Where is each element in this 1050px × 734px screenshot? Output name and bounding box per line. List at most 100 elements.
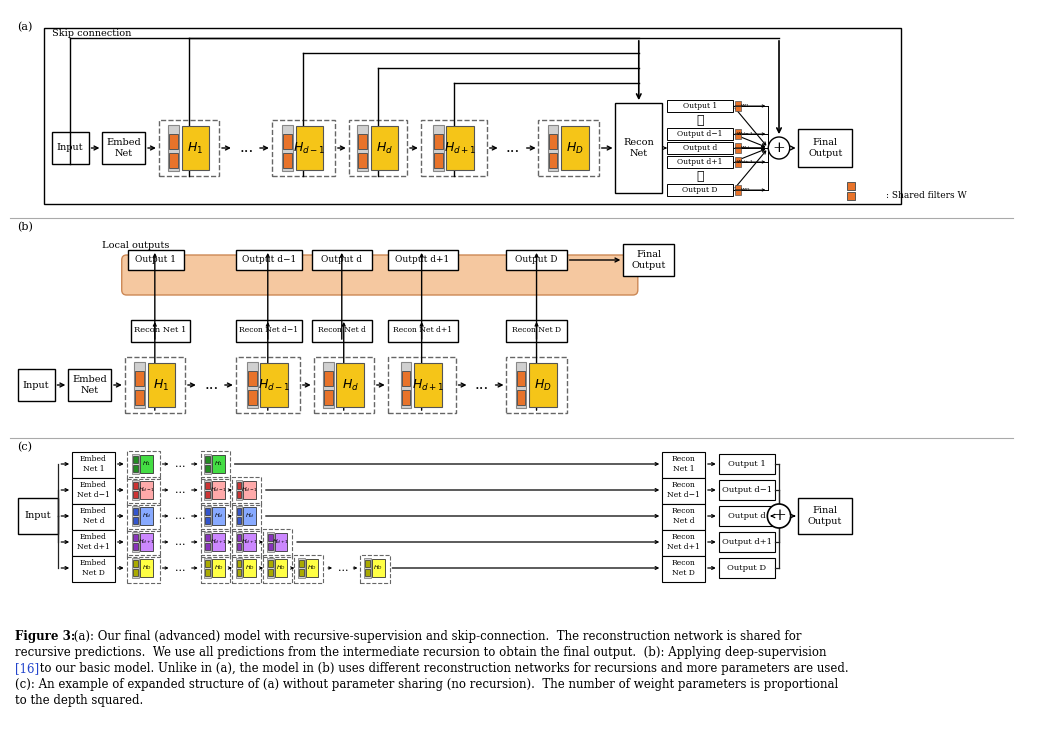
- Bar: [205, 506, 211, 526]
- Text: $H_{d−1}$: $H_{d−1}$: [210, 486, 227, 495]
- Bar: [72, 504, 114, 530]
- Bar: [236, 560, 242, 567]
- Bar: [517, 371, 525, 386]
- Bar: [387, 357, 456, 413]
- Bar: [718, 532, 775, 552]
- Bar: [735, 143, 741, 148]
- Bar: [735, 129, 741, 134]
- Bar: [847, 192, 855, 200]
- Bar: [132, 480, 140, 500]
- Bar: [268, 534, 273, 541]
- Bar: [18, 369, 55, 401]
- Bar: [434, 153, 442, 168]
- Bar: [549, 134, 558, 149]
- Text: Recon
Net: Recon Net: [624, 138, 654, 158]
- Bar: [312, 250, 372, 270]
- Bar: [387, 250, 458, 270]
- Bar: [735, 162, 741, 167]
- Bar: [232, 555, 261, 583]
- Text: Output 1: Output 1: [135, 255, 176, 264]
- Bar: [134, 390, 144, 405]
- Bar: [127, 529, 160, 557]
- Text: $H_{D}$: $H_{D}$: [276, 564, 286, 573]
- Bar: [169, 134, 177, 149]
- Text: (c): (c): [18, 442, 33, 452]
- Text: Input: Input: [57, 144, 83, 153]
- Bar: [663, 478, 705, 504]
- Text: Output D: Output D: [682, 186, 718, 194]
- Bar: [663, 504, 705, 530]
- Bar: [212, 455, 225, 473]
- Bar: [446, 126, 474, 170]
- Bar: [141, 481, 153, 499]
- Bar: [235, 250, 301, 270]
- Bar: [365, 560, 370, 567]
- Text: $w_{d-1}$: $w_{d-1}$: [736, 130, 754, 138]
- Bar: [667, 156, 733, 168]
- Bar: [133, 534, 139, 541]
- Text: Recon
Net d+1: Recon Net d+1: [667, 534, 700, 550]
- Text: ...: ...: [175, 485, 186, 495]
- Bar: [102, 132, 145, 164]
- Bar: [235, 506, 243, 526]
- Text: Embed
Net 1: Embed Net 1: [80, 455, 107, 473]
- Bar: [205, 532, 211, 552]
- Bar: [169, 153, 177, 168]
- Text: $H_{D}$: $H_{D}$: [374, 564, 383, 573]
- Text: Output d+1: Output d+1: [396, 255, 449, 264]
- Text: $H_{D}$: $H_{D}$: [308, 564, 317, 573]
- Bar: [268, 560, 273, 567]
- Bar: [667, 142, 733, 154]
- Bar: [282, 153, 292, 168]
- Bar: [275, 533, 288, 551]
- Text: Output 1: Output 1: [728, 460, 765, 468]
- Bar: [615, 103, 663, 193]
- Bar: [212, 559, 225, 577]
- Bar: [44, 28, 901, 204]
- Bar: [371, 126, 398, 170]
- Bar: [232, 503, 261, 531]
- Bar: [358, 153, 366, 168]
- Bar: [267, 532, 274, 552]
- Bar: [548, 125, 559, 171]
- Text: Recon Net d: Recon Net d: [318, 326, 365, 334]
- Text: Embed
Net D: Embed Net D: [80, 559, 107, 577]
- Bar: [235, 480, 243, 500]
- Bar: [506, 320, 567, 342]
- Bar: [141, 533, 153, 551]
- Text: $H_{D}$: $H_{D}$: [245, 564, 255, 573]
- Bar: [299, 569, 303, 576]
- Bar: [127, 477, 160, 505]
- Bar: [236, 569, 242, 576]
- Bar: [206, 508, 210, 515]
- Bar: [735, 134, 741, 139]
- Text: $w_d$: $w_d$: [740, 144, 750, 152]
- Text: Output d−1: Output d−1: [721, 486, 772, 494]
- Bar: [718, 506, 775, 526]
- Bar: [235, 320, 301, 342]
- Bar: [294, 555, 323, 583]
- Bar: [206, 482, 210, 489]
- Text: ...: ...: [175, 511, 186, 521]
- Bar: [127, 503, 160, 531]
- Bar: [182, 126, 209, 170]
- Text: $H_{d+1}$: $H_{d+1}$: [210, 537, 227, 546]
- Text: (a): Our final (advanced) model with recursive-supervision and skip-connection. : (a): Our final (advanced) model with rec…: [70, 630, 801, 643]
- Bar: [236, 482, 242, 489]
- Bar: [206, 560, 210, 567]
- Text: $H_{d}$: $H_{d}$: [142, 512, 151, 520]
- Bar: [244, 507, 256, 525]
- Text: ...: ...: [337, 563, 348, 573]
- Bar: [295, 126, 322, 170]
- Bar: [549, 153, 558, 168]
- Bar: [244, 481, 256, 499]
- Bar: [349, 120, 407, 176]
- Text: $H_{1}$: $H_{1}$: [153, 377, 169, 393]
- Bar: [358, 134, 366, 149]
- Bar: [364, 558, 371, 578]
- Text: Recon Net D: Recon Net D: [512, 326, 561, 334]
- Bar: [235, 532, 243, 552]
- Bar: [206, 491, 210, 498]
- Bar: [272, 120, 335, 176]
- Bar: [212, 533, 225, 551]
